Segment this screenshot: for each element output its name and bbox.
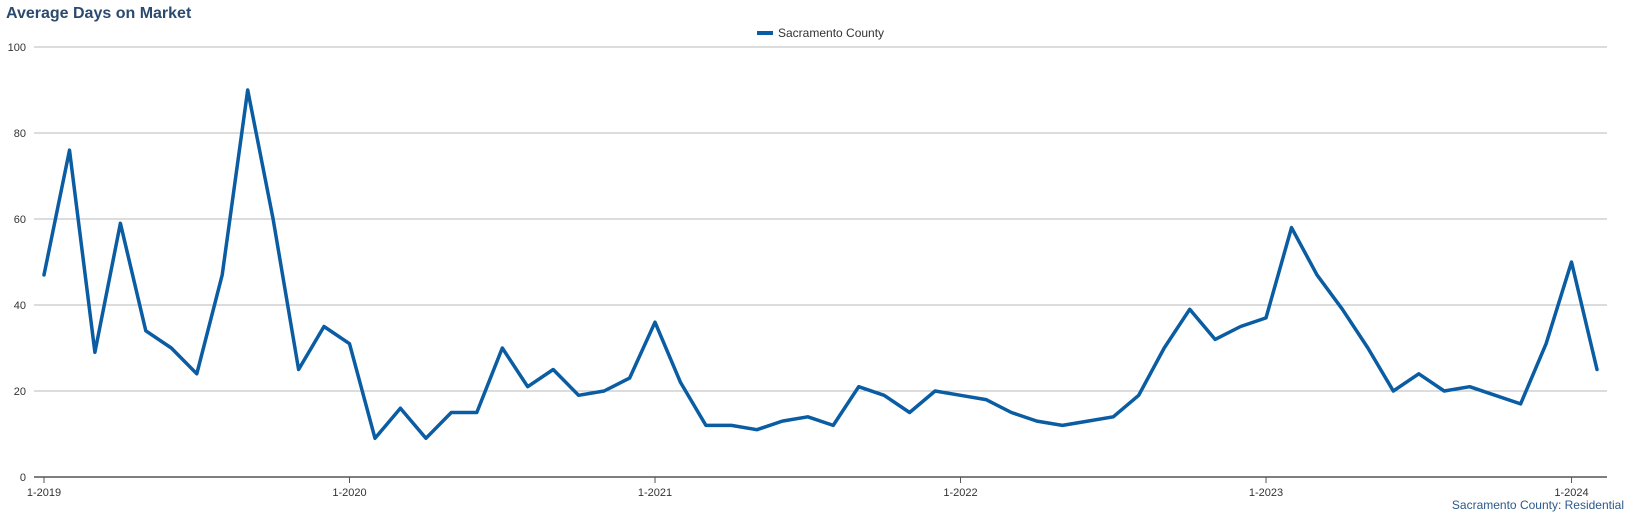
series-line-sacramento-county	[42, 88, 1599, 441]
y-tick-label: 80	[14, 128, 26, 140]
y-tick-label: 60	[14, 214, 26, 226]
x-tick-label: 1-2022	[943, 487, 977, 499]
y-tick-label: 100	[8, 42, 26, 54]
legend[interactable]: Sacramento County	[757, 26, 884, 40]
chart-credit: Sacramento County: Residential	[1451, 498, 1624, 512]
legend-swatch	[757, 31, 773, 35]
legend-label: Sacramento County	[778, 26, 885, 40]
chart-title: Average Days on Market	[6, 5, 192, 22]
x-tick-label: 1-2021	[638, 487, 672, 499]
x-tick-label: 1-2024	[1554, 487, 1588, 499]
x-tick-label: 1-2020	[332, 487, 366, 499]
x-tick-label: 1-2019	[27, 487, 61, 499]
y-tick-label: 0	[20, 472, 26, 484]
y-tick-label: 20	[14, 386, 26, 398]
y-tick-label: 40	[14, 300, 26, 312]
x-tick-label: 1-2023	[1249, 487, 1283, 499]
